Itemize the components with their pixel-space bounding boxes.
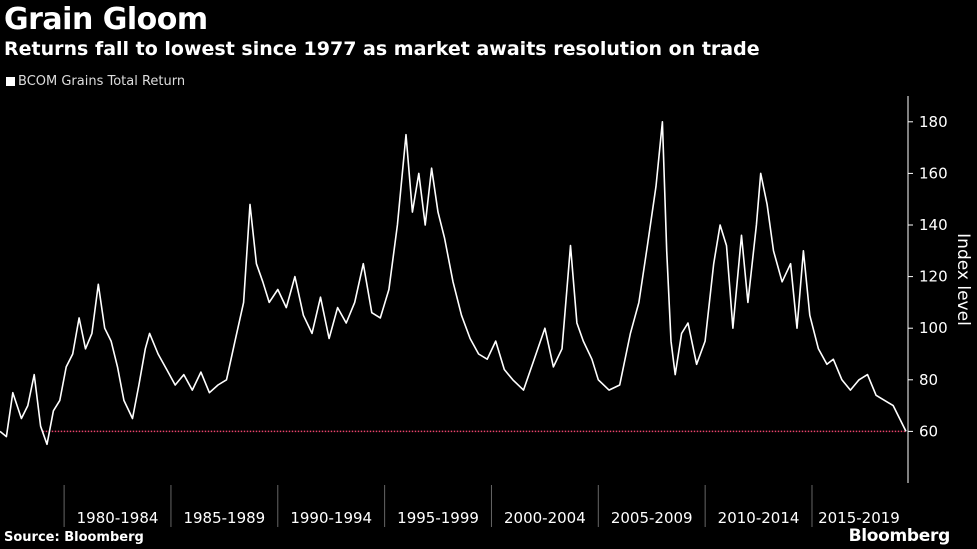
y-tick-label: 60 (919, 422, 938, 440)
legend: BCOM Grains Total Return (6, 74, 185, 89)
bloomberg-logo: Bloomberg (848, 526, 951, 546)
x-tick-label: 2000-2004 (504, 509, 586, 527)
x-tick-label: 1990-1994 (290, 509, 372, 527)
chart-subtitle: Returns fall to lowest since 1977 as mar… (4, 38, 760, 60)
series-line-bcom-grains (0, 121, 907, 446)
y-tick-label: 80 (919, 371, 938, 389)
y-tick-label: 100 (919, 319, 948, 337)
legend-label: BCOM Grains Total Return (18, 74, 186, 89)
y-tick-label: 120 (919, 268, 948, 286)
x-tick-label: 2010-2014 (718, 509, 800, 527)
x-tick-label: 1995-1999 (397, 509, 479, 527)
legend-swatch (6, 77, 15, 86)
x-tick-label: 1985-1989 (183, 509, 265, 527)
x-tick-label: 2015-2019 (818, 509, 900, 527)
y-axis-title: Index level (953, 233, 973, 326)
chart-title: Grain Gloom (4, 2, 208, 37)
y-tick-label: 160 (919, 164, 948, 182)
y-tick-label: 180 (919, 113, 948, 131)
y-tick-label: 140 (919, 216, 948, 234)
x-tick-label: 1980-1984 (77, 509, 159, 527)
x-tick-label: 2005-2009 (611, 509, 693, 527)
source-note: Source: Bloomberg (4, 530, 144, 545)
